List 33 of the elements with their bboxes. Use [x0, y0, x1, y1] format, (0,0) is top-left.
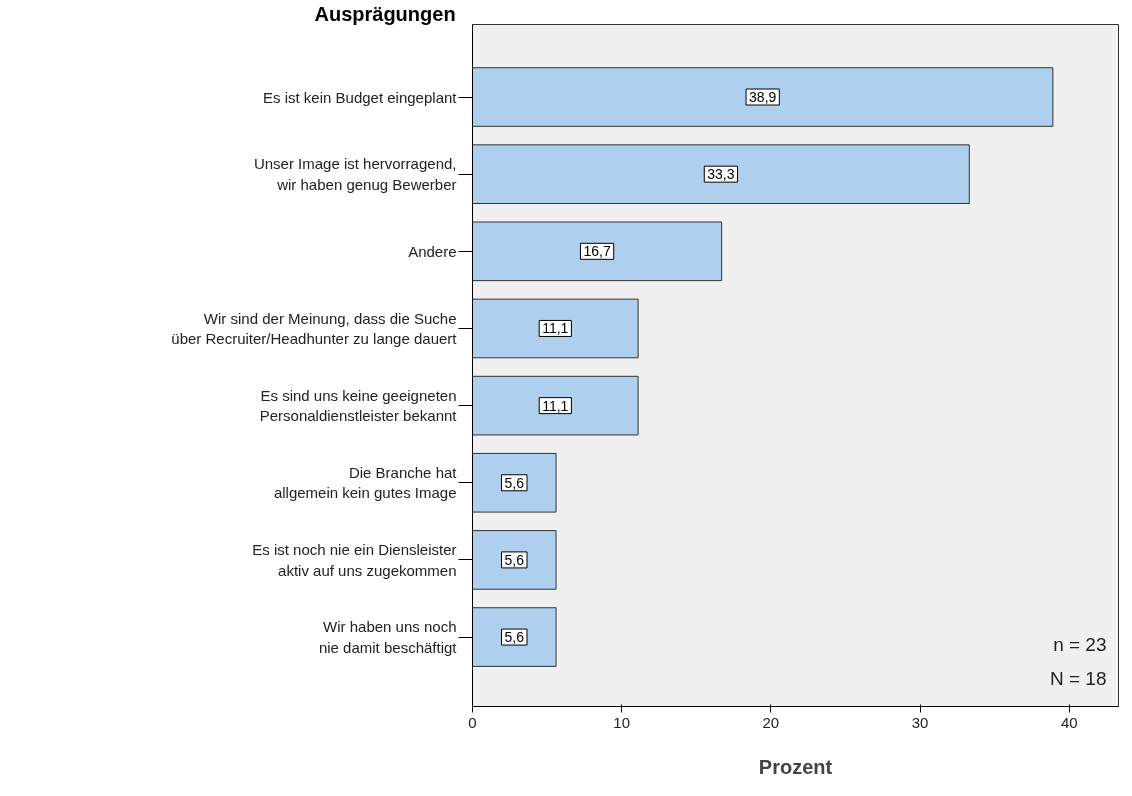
x-axis-title: Prozent — [758, 755, 833, 778]
annotation: n = 23 — [1053, 633, 1107, 655]
data-label: 33,3 — [707, 166, 735, 183]
data-label: 11,1 — [542, 320, 569, 337]
data-label: 5,6 — [504, 629, 525, 646]
y-tick-label: Andere — [408, 242, 457, 260]
bar — [472, 67, 1054, 127]
bar — [472, 221, 723, 282]
data-label: 5,6 — [504, 474, 525, 491]
data-label: 38,9 — [749, 89, 777, 106]
x-tick-label: 30 — [911, 713, 929, 731]
data-label: 11,1 — [542, 397, 569, 414]
y-tick-label: Wir sind der Meinung, dass die Suche über Recruiter/Headhunter zu lange dauert — [171, 309, 458, 348]
y-tick-label: Es ist kein Budget eingeplant — [263, 88, 458, 106]
y-tick-label: Es ist noch nie ein Diensleister aktiv auf uns zugekommen — [252, 541, 457, 579]
data-label: 5,6 — [504, 551, 525, 568]
bar — [472, 452, 557, 513]
y-axis-title: Ausprägungen — [314, 2, 456, 25]
bar — [472, 530, 557, 590]
x-tick-label: 40 — [1060, 713, 1078, 731]
y-tick-label: Es sind uns keine geeigneten Personaldienstleister bekannt — [259, 386, 458, 425]
y-tick-label: Unser Image ist hervorragend, wir haben genug Bewerber — [253, 155, 457, 193]
x-tick-label: 20 — [762, 713, 780, 731]
data-label: 16,7 — [583, 243, 611, 260]
x-tick-label: 0 — [468, 713, 477, 731]
x-tick-label: 10 — [613, 713, 631, 731]
y-tick-label: Die Branche hat allgemein kein gutes Image — [273, 464, 458, 502]
y-tick-label: Wir haben uns noch nie damit beschäftigt — [318, 618, 458, 656]
bar — [472, 375, 639, 436]
bar — [472, 607, 557, 667]
bar — [472, 298, 639, 359]
bar — [472, 144, 970, 204]
annotation: N = 18 — [1049, 667, 1107, 689]
